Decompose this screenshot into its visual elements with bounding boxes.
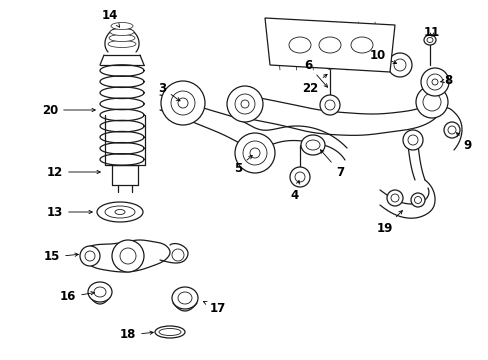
- Circle shape: [294, 172, 305, 182]
- Text: 11: 11: [423, 26, 439, 39]
- Circle shape: [178, 98, 187, 108]
- Circle shape: [226, 86, 263, 122]
- Text: 8: 8: [440, 73, 451, 86]
- Text: 13: 13: [47, 206, 92, 219]
- Circle shape: [443, 122, 459, 138]
- Text: 1: 1: [0, 359, 1, 360]
- Circle shape: [235, 94, 254, 114]
- Ellipse shape: [88, 282, 112, 302]
- Circle shape: [172, 249, 183, 261]
- Text: 22: 22: [301, 74, 326, 95]
- Circle shape: [410, 193, 424, 207]
- Text: 17: 17: [203, 301, 225, 315]
- Circle shape: [402, 130, 422, 150]
- Ellipse shape: [97, 202, 142, 222]
- Ellipse shape: [423, 35, 435, 45]
- Text: 19: 19: [376, 211, 402, 234]
- Circle shape: [422, 93, 440, 111]
- Ellipse shape: [155, 326, 184, 338]
- Circle shape: [414, 197, 421, 203]
- Circle shape: [112, 240, 143, 272]
- Circle shape: [80, 246, 100, 266]
- Ellipse shape: [288, 37, 310, 53]
- Ellipse shape: [108, 40, 136, 48]
- Ellipse shape: [111, 22, 133, 30]
- Circle shape: [241, 100, 248, 108]
- Ellipse shape: [301, 135, 325, 155]
- Text: 2: 2: [0, 359, 1, 360]
- Circle shape: [386, 190, 402, 206]
- Text: 9: 9: [456, 133, 471, 152]
- Ellipse shape: [110, 28, 134, 36]
- Ellipse shape: [325, 61, 334, 69]
- Circle shape: [426, 74, 442, 90]
- Circle shape: [249, 148, 260, 158]
- Text: 5: 5: [233, 156, 252, 175]
- Text: 7: 7: [320, 150, 344, 179]
- Circle shape: [85, 251, 95, 261]
- Circle shape: [407, 135, 417, 145]
- Text: 18: 18: [120, 328, 153, 342]
- Circle shape: [243, 141, 266, 165]
- Circle shape: [390, 194, 398, 202]
- Circle shape: [120, 248, 136, 264]
- Ellipse shape: [159, 328, 181, 336]
- Circle shape: [415, 86, 447, 118]
- Circle shape: [319, 95, 339, 115]
- Text: 4: 4: [290, 181, 299, 202]
- Ellipse shape: [350, 37, 372, 53]
- Text: 21: 21: [0, 359, 1, 360]
- Text: 3: 3: [158, 81, 180, 101]
- Text: 20: 20: [42, 104, 95, 117]
- Circle shape: [393, 59, 405, 71]
- Polygon shape: [264, 18, 394, 72]
- Circle shape: [431, 79, 437, 85]
- Ellipse shape: [178, 292, 192, 304]
- Ellipse shape: [318, 37, 340, 53]
- Ellipse shape: [105, 206, 135, 218]
- Ellipse shape: [305, 140, 319, 150]
- Circle shape: [447, 126, 455, 134]
- Text: 16: 16: [60, 291, 94, 303]
- Ellipse shape: [172, 287, 198, 309]
- Circle shape: [420, 68, 448, 96]
- Ellipse shape: [94, 287, 106, 297]
- Circle shape: [161, 81, 204, 125]
- Circle shape: [171, 91, 195, 115]
- Circle shape: [235, 133, 274, 173]
- Text: 10: 10: [369, 49, 396, 64]
- Text: 15: 15: [44, 251, 78, 264]
- Circle shape: [289, 167, 309, 187]
- Text: 14: 14: [102, 9, 120, 27]
- Text: 6: 6: [303, 59, 327, 87]
- Circle shape: [325, 100, 334, 110]
- Ellipse shape: [426, 37, 432, 42]
- Circle shape: [387, 53, 411, 77]
- Ellipse shape: [109, 35, 135, 41]
- Text: 12: 12: [47, 166, 100, 179]
- Ellipse shape: [115, 210, 125, 215]
